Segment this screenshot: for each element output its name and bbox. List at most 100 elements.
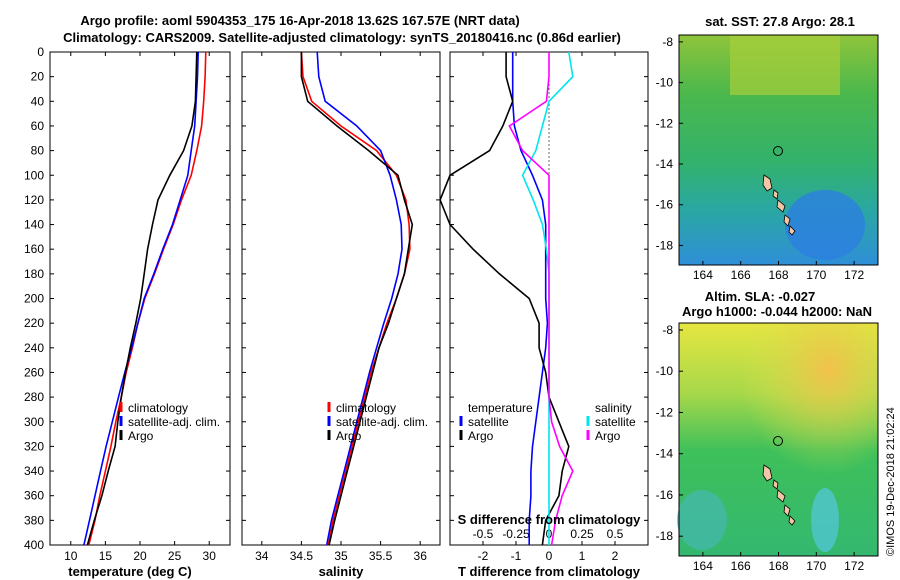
salinity-difference-tick-label: -0.5 <box>473 527 494 541</box>
temperature-xtick-label: 20 <box>133 549 147 563</box>
sst-argo-marker <box>773 146 783 156</box>
sla-lat-tick-label: -14 <box>656 447 674 461</box>
sla-lat-tick-label: -12 <box>656 405 674 419</box>
temperature-difference-tick-label: 0 <box>546 549 553 563</box>
depth-tick-label: 200 <box>24 292 44 306</box>
temperature-difference-tick-label: -2 <box>478 549 489 563</box>
legend-climatology-label: climatology <box>336 401 396 415</box>
sst-lat-tick-label: -12 <box>656 116 674 130</box>
sst-islands <box>762 174 796 236</box>
sst-lon-tick-label: 164 <box>693 268 713 282</box>
depth-tick-label: 400 <box>24 538 44 552</box>
sst-lon-tick-label: 170 <box>806 268 826 282</box>
legend-satellite-label: satellite-adj. clim. <box>336 415 428 429</box>
legend-argo-label: Argo <box>128 429 154 443</box>
sla-map-title-line-1: Altim. SLA: -0.027 <box>705 289 816 304</box>
sla-map: Altim. SLA: -0.027 Argo h1000: -0.044 h2… <box>656 289 879 573</box>
depth-tick-label: 80 <box>31 144 45 158</box>
sla-lat-tick-label: -8 <box>662 323 673 337</box>
difference-panel: -2 -1 0 1 2-0.5 -0.25 0 0.25 0.5 temperature sat… <box>439 51 649 579</box>
temperature-panel: 0 20 40 60 80 100 120 140 160 180 200 220 240 260 280 3… <box>24 45 231 579</box>
difference-legend: temperature satellite Argo salinity sate… <box>459 401 636 443</box>
sla-cool-patch-right <box>811 488 839 552</box>
difference-series-temperature-satellite <box>511 52 549 545</box>
depth-tick-label: 360 <box>24 489 44 503</box>
temperature-xtick-label: 30 <box>203 549 217 563</box>
temperature-xtick-label: 15 <box>99 549 113 563</box>
legend-temperature-argo-label: Argo <box>468 429 494 443</box>
sla-lon-tick-label: 164 <box>693 559 713 573</box>
salinity-xtick-label: 34.5 <box>290 549 314 563</box>
depth-tick-label: 140 <box>24 218 44 232</box>
sla-argo-marker <box>773 436 783 446</box>
depth-tick-label: 240 <box>24 341 44 355</box>
temperature-difference-tick-label: 1 <box>579 549 586 563</box>
salinity-xtick-label: 35 <box>334 549 348 563</box>
temperature-legend: climatology satellite-adj. clim. Argo <box>119 401 220 443</box>
depth-tick-label: 120 <box>24 193 44 207</box>
salinity-difference-label: S difference from climatology <box>458 512 642 527</box>
temperature-xlabel: temperature (deg C) <box>68 564 192 579</box>
legend-salinity-title: salinity <box>595 401 632 415</box>
legend-temperature-satellite-label: satellite <box>468 415 509 429</box>
salinity-series-satellite-adj-clim <box>316 51 403 546</box>
salinity-difference-tick-label: 0.5 <box>607 527 624 541</box>
depth-tick-label: 320 <box>24 439 44 453</box>
depth-tick-label: 160 <box>24 242 44 256</box>
depth-tick-label: 0 <box>37 45 44 59</box>
depth-tick-label: 20 <box>31 70 45 84</box>
depth-tick-label: 300 <box>24 415 44 429</box>
temperature-xtick-label: 10 <box>64 549 78 563</box>
sst-lon-tick-label: 168 <box>768 268 788 282</box>
difference-series-temperature-argo <box>439 52 570 546</box>
depth-tick-label: 340 <box>24 464 44 478</box>
title-line-1: Argo profile: aoml 5904353_175 16-Apr-20… <box>80 13 519 28</box>
salinity-xtick-label: 34 <box>255 549 269 563</box>
sst-map: sat. SST: 27.8 Argo: 28.1 164 166 168 170 17… <box>656 14 879 282</box>
salinity-difference-tick-label: 0.25 <box>570 527 594 541</box>
sst-lon-tick-label: 166 <box>731 268 751 282</box>
salinity-series-argo <box>300 52 414 546</box>
sla-lat-tick-label: -18 <box>656 529 674 543</box>
sla-map-title-line-2: Argo h1000: -0.044 h2000: NaN <box>682 304 872 319</box>
sst-lat-tick-label: -10 <box>656 76 674 90</box>
depth-tick-label: 260 <box>24 365 44 379</box>
depth-tick-label: 60 <box>31 119 45 133</box>
sst-lat-tick-label: -14 <box>656 157 674 171</box>
sla-cool-patch-left <box>677 490 727 550</box>
depth-tick-label: 280 <box>24 390 44 404</box>
sst-warm-patch <box>730 35 840 95</box>
sla-lon-tick-label: 172 <box>844 559 864 573</box>
temperature-series-argo <box>86 51 198 546</box>
sla-lon-tick-label: 168 <box>768 559 788 573</box>
title-line-2: Climatology: CARS2009. Satellite-adjuste… <box>63 30 621 45</box>
sst-lat-tick-label: -18 <box>656 238 674 252</box>
temperature-difference-xlabel: T difference from climatology <box>458 564 641 579</box>
sla-lon-tick-label: 170 <box>806 559 826 573</box>
depth-tick-label: 380 <box>24 513 44 527</box>
depth-tick-label: 220 <box>24 316 44 330</box>
salinity-xtick-label: 36 <box>414 549 428 563</box>
temperature-series-climatology <box>88 51 207 546</box>
salinity-xtick-label: 35.5 <box>369 549 393 563</box>
temperature-difference-tick-label: 2 <box>612 549 619 563</box>
depth-tick-label: 180 <box>24 267 44 281</box>
sst-lon-tick-label: 172 <box>844 268 864 282</box>
sla-lon-tick-label: 166 <box>731 559 751 573</box>
legend-argo-label: Argo <box>336 429 362 443</box>
sst-cool-patch <box>785 190 865 260</box>
salinity-legend: climatology satellite-adj. clim. Argo <box>327 401 428 443</box>
legend-temperature-title: temperature <box>468 401 533 415</box>
temperature-xtick-label: 25 <box>168 549 182 563</box>
salinity-difference-tick-label: -0.25 <box>502 527 530 541</box>
legend-salinity-argo-label: Argo <box>595 429 621 443</box>
sla-islands <box>762 464 796 526</box>
salinity-xlabel: salinity <box>319 564 365 579</box>
sst-map-title: sat. SST: 27.8 Argo: 28.1 <box>705 14 855 29</box>
depth-tick-label: 40 <box>31 94 45 108</box>
sla-lat-tick-label: -10 <box>656 364 674 378</box>
salinity-panel: 34 34.5 35 35.5 36 climatology satellite-adj… <box>241 51 441 579</box>
temperature-difference-tick-label: -1 <box>511 549 522 563</box>
sst-lat-tick-label: -16 <box>656 198 674 212</box>
